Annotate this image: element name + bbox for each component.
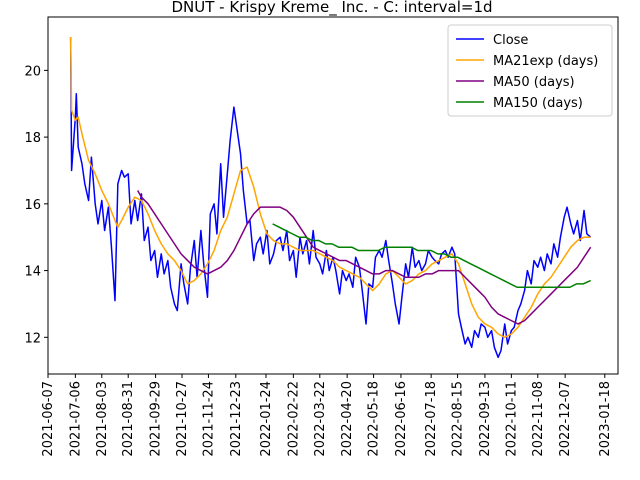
x-tick-label: 2022-05-18 bbox=[367, 381, 382, 457]
x-tick-label: 2022-06-16 bbox=[394, 381, 409, 457]
x-tick-label: 2022-08-15 bbox=[451, 381, 466, 457]
x-tick-label: 2021-12-23 bbox=[229, 381, 244, 457]
plot-frame bbox=[47, 16, 619, 375]
series-line-close bbox=[69, 37, 592, 359]
y-tick-label: 12 bbox=[24, 331, 41, 346]
y-tick-label: 18 bbox=[24, 131, 41, 146]
legend-label-ma21exp-days: MA21exp (days) bbox=[493, 54, 598, 69]
y-tick-label: 16 bbox=[24, 198, 41, 213]
x-tick-label: 2021-08-31 bbox=[121, 381, 136, 457]
x-tick-label: 2022-11-08 bbox=[531, 381, 546, 457]
x-tick-label: 2022-04-20 bbox=[340, 381, 355, 457]
x-tick-label: 2022-09-13 bbox=[478, 381, 493, 457]
legend: Close MA21exp (days) MA50 (days) MA150 (day… bbox=[447, 24, 613, 117]
plot-lines bbox=[69, 37, 592, 359]
x-tick-label: 2021-08-03 bbox=[95, 381, 110, 457]
x-tick-label: 2021-09-29 bbox=[149, 381, 164, 457]
x-tick-label: 2022-03-22 bbox=[313, 381, 328, 457]
y-tick-label: 20 bbox=[24, 64, 41, 79]
legend-label-ma150-days: MA150 (days) bbox=[493, 96, 583, 111]
y-axis-ticks: 12 14 16 18 20 bbox=[24, 64, 48, 346]
x-tick-label: 2021-11-24 bbox=[201, 381, 216, 457]
chart-title: DNUT - Krispy Kreme_ Inc. - C: interval=… bbox=[171, 0, 492, 17]
x-tick-label: 2023-01-18 bbox=[598, 381, 613, 457]
x-tick-label: 2022-02-22 bbox=[286, 381, 301, 457]
legend-label-ma50-days: MA50 (days) bbox=[493, 75, 575, 90]
x-tick-label: 2022-01-24 bbox=[259, 381, 274, 457]
series-line-ma21exp-days bbox=[69, 37, 591, 339]
y-tick-label: 14 bbox=[24, 265, 41, 280]
x-tick-label: 2021-10-27 bbox=[175, 381, 190, 457]
series-line-ma150-days bbox=[272, 223, 591, 288]
x-tick-label: 2022-10-11 bbox=[504, 381, 519, 457]
x-tick-label: 2021-06-07 bbox=[41, 381, 56, 457]
x-axis-ticks: 2021-06-07 2021-07-06 2021-08-03 2021-08-31… bbox=[41, 374, 613, 457]
x-tick-label: 2022-07-18 bbox=[424, 381, 439, 457]
x-tick-label: 2021-07-06 bbox=[68, 381, 83, 457]
x-tick-label: 2022-12-07 bbox=[558, 381, 573, 457]
series-line-ma50-days bbox=[136, 190, 592, 325]
legend-label-close: Close bbox=[493, 33, 528, 48]
legend-box bbox=[447, 24, 613, 117]
